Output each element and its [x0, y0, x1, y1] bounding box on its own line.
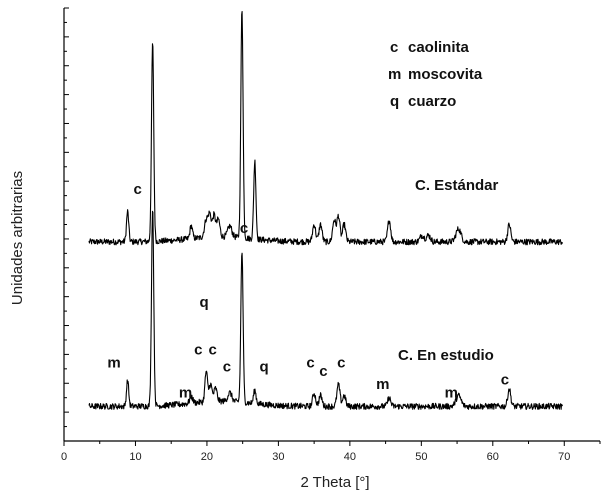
- x-tick-label: 0: [61, 451, 67, 463]
- peak-label-q: q: [199, 294, 208, 311]
- peak-label-q: q: [260, 359, 269, 376]
- peak-label-c: c: [501, 372, 509, 389]
- x-axis-title: 2 Theta [°]: [300, 474, 369, 491]
- legend-label-caolinita: caolinita: [408, 39, 470, 56]
- peak-label-m: m: [107, 354, 120, 371]
- peak-label-c: c: [319, 363, 327, 380]
- x-tick-label: 40: [344, 451, 356, 463]
- peak-label-c: c: [306, 354, 314, 371]
- legend-symbol-q: q: [390, 93, 399, 110]
- peak-label-c: c: [208, 341, 216, 358]
- peak-label-c: c: [133, 181, 141, 198]
- y-axis-title: Unidades arbitrarias: [9, 171, 26, 305]
- legend-symbol-c: c: [390, 39, 398, 56]
- series-label-estandar: C. Estándar: [415, 177, 499, 194]
- x-tick-label: 20: [201, 451, 213, 463]
- x-tick-label: 10: [129, 451, 141, 463]
- legend-label-cuarzo: cuarzo: [408, 93, 456, 110]
- peak-label-c: c: [194, 341, 202, 358]
- peak-label-m: m: [445, 385, 458, 402]
- peak-label-c: c: [240, 220, 248, 237]
- x-tick-label: 70: [558, 451, 570, 463]
- series-group: [88, 11, 563, 410]
- peak-label-c: c: [337, 354, 345, 371]
- trace-estandar: [88, 11, 563, 246]
- x-tick-label: 30: [272, 451, 284, 463]
- peak-label-m: m: [376, 376, 389, 393]
- peak-label-c: c: [223, 359, 231, 376]
- trace-en-estudio: [88, 210, 563, 410]
- legend-label-moscovita: moscovita: [408, 66, 483, 83]
- peak-label-m: m: [179, 385, 192, 402]
- x-tick-label: 50: [415, 451, 427, 463]
- legend: c caolinita m moscovita q cuarzo: [388, 39, 483, 110]
- series-label-en-estudio: C. En estudio: [398, 347, 494, 364]
- legend-symbol-m: m: [388, 66, 401, 83]
- axes-group: 0 10 20 30 40 50 60 70: [61, 7, 601, 463]
- x-tick-label: 60: [487, 451, 499, 463]
